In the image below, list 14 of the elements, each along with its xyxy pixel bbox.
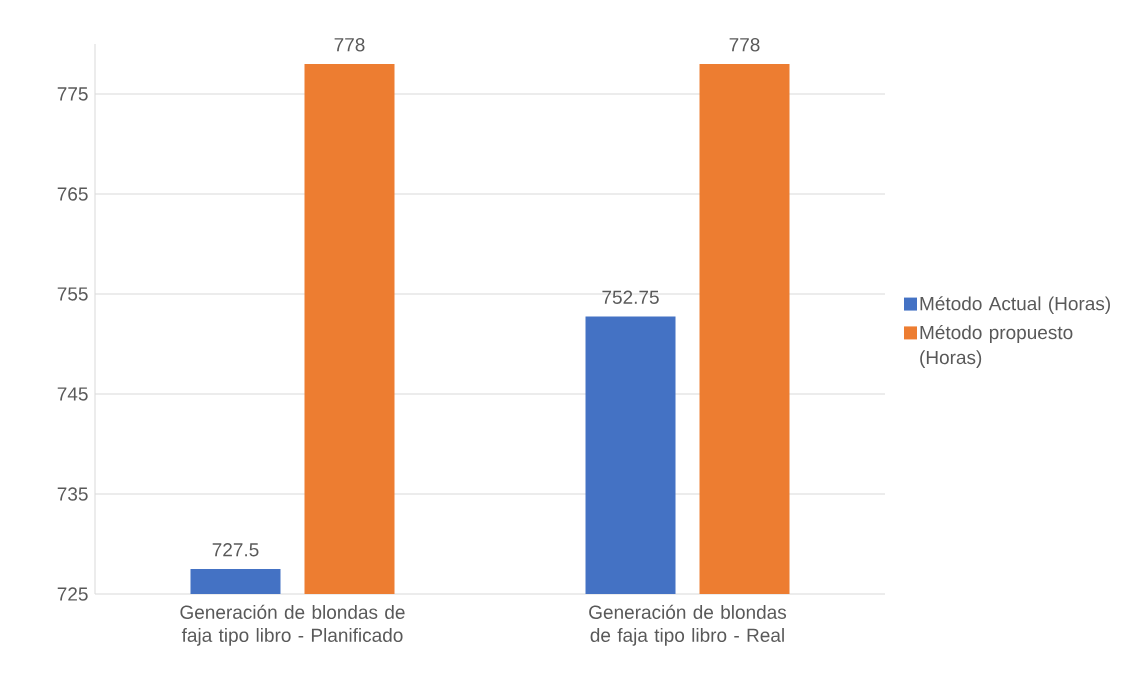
y-tick-label: 755 — [57, 287, 88, 301]
legend-label: Método Actual (Horas) — [920, 296, 1110, 315]
y-tick-label: 765 — [57, 187, 88, 201]
x-tick-label: Generación de blondas de faja tipo libro - Real — [589, 604, 787, 646]
y-tick-label: 775 — [57, 87, 88, 101]
data-label: 752.75 — [602, 290, 659, 304]
legend-label: Método propuesto (Horas) — [920, 325, 1073, 368]
x-tick-label: Generación de blondas de faja tipo libro - Planificado — [180, 604, 405, 646]
data-label: 778 — [729, 38, 760, 52]
y-tick-label: 725 — [57, 587, 88, 601]
data-label: 727.5 — [212, 543, 259, 557]
y-tick-label: 735 — [57, 487, 88, 501]
y-tick-label: 745 — [57, 387, 88, 401]
data-label: 778 — [334, 38, 365, 52]
